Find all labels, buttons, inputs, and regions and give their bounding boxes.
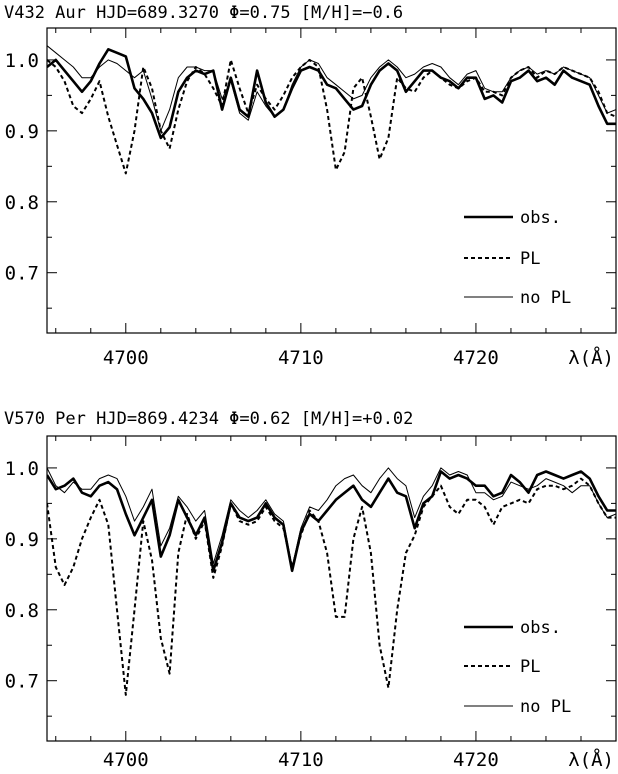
y-tick-label: 1.0: [5, 458, 39, 480]
x-axis-label: λ(Å): [568, 748, 614, 771]
legend-label: no PL: [520, 288, 571, 308]
plot-frame: [46, 435, 617, 742]
y-tick-label: 0.8: [5, 600, 39, 622]
panel-v432-aur: V432 Aur HJD=689.3270 Φ=0.75 [M/H]=−0.6 0…: [4, 3, 617, 369]
y-tick-label: 0.7: [5, 263, 39, 285]
x-tick-label: 4710: [278, 749, 324, 771]
series-line-obs: [47, 47, 616, 140]
legend-label: obs.: [520, 208, 561, 228]
x-tick-label: 4720: [453, 347, 499, 369]
panel-v570-per: V570 Per HJD=869.4234 Φ=0.62 [M/H]=+0.02…: [4, 409, 617, 771]
series-line-no-pl: [47, 45, 616, 132]
y-tick-label: 1.0: [5, 50, 39, 72]
series-line-no-pl: [47, 467, 616, 568]
legend-label: PL: [520, 249, 540, 269]
x-tick-label: 4700: [103, 749, 149, 771]
chart-title: V570 Per HJD=869.4234 Φ=0.62 [M/H]=+0.02: [4, 409, 413, 429]
series-group: [47, 467, 616, 696]
series-group: [47, 45, 616, 175]
legend: obs. PL no PL: [464, 618, 571, 717]
x-axis-label: λ(Å): [568, 346, 614, 369]
x-tick-label: 4700: [103, 347, 149, 369]
series-line-obs: [47, 470, 616, 573]
plot-frame: [46, 27, 617, 334]
y-tick-label: 0.7: [5, 671, 39, 693]
legend-label: PL: [520, 657, 540, 677]
y-tick-label: 0.8: [5, 192, 39, 214]
legend: obs. PL no PL: [464, 208, 571, 308]
chart-title: V432 Aur HJD=689.3270 Φ=0.75 [M/H]=−0.6: [4, 3, 403, 23]
legend-label: obs.: [520, 618, 561, 638]
series-line-pl: [47, 477, 616, 696]
y-tick-label: 0.9: [5, 121, 39, 143]
legend-label: no PL: [520, 697, 571, 717]
x-tick-label: 4710: [278, 347, 324, 369]
x-tick-label: 4720: [453, 749, 499, 771]
y-tick-label: 0.9: [5, 529, 39, 551]
